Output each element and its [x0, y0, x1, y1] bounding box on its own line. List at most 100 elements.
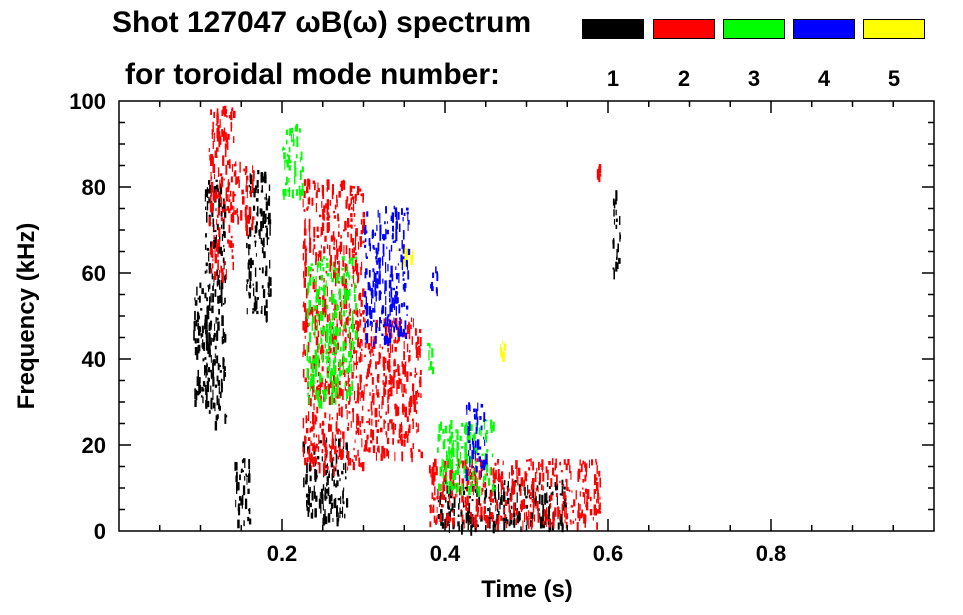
mode-1-mark — [468, 496, 471, 499]
mode-2-mark — [243, 168, 246, 172]
mode-3-mark — [474, 445, 477, 452]
mode-2-mark — [345, 404, 347, 409]
mode-2-mark — [342, 295, 344, 300]
mode-2-mark — [360, 229, 364, 235]
y-tick-label: 100 — [69, 89, 106, 114]
mode-1-mark — [217, 295, 220, 304]
mode-3-mark — [333, 360, 335, 367]
mode-1-mark — [615, 224, 618, 229]
mode-2-mark — [332, 347, 335, 354]
mode-2-mark — [363, 316, 365, 323]
mode-2-mark — [334, 247, 336, 251]
mode-2-mark — [217, 239, 221, 248]
mode-1-mark — [555, 486, 558, 491]
mode-4-mark — [400, 254, 403, 263]
mode-2-mark — [393, 369, 396, 378]
mode-4-mark — [388, 291, 390, 298]
mode-3-mark — [338, 290, 342, 300]
mode-2-mark — [529, 496, 532, 500]
mode-4-mark — [397, 273, 400, 276]
mode-1-mark — [313, 491, 316, 499]
mode-2-mark — [228, 159, 231, 168]
mode-2-mark — [222, 155, 225, 166]
mode-3-mark — [484, 473, 487, 481]
mode-2-mark — [363, 429, 366, 433]
mode-2-mark — [466, 488, 468, 491]
mode-2-mark — [314, 448, 317, 452]
mode-3-mark — [335, 343, 338, 353]
mode-2-mark — [367, 409, 370, 412]
mode-2-mark — [321, 428, 324, 435]
mode-2-mark — [321, 185, 324, 193]
mode-3-mark — [351, 258, 354, 266]
mode-3-mark — [331, 321, 334, 327]
mode-1-mark — [207, 377, 209, 386]
mode-1-mark — [489, 507, 491, 517]
mode-2-mark — [354, 252, 357, 256]
mode-1-mark — [557, 522, 560, 530]
mode-2-mark — [233, 163, 236, 167]
mode-3-mark — [311, 363, 313, 373]
mode-1-mark — [315, 495, 318, 502]
mode-2-mark — [339, 183, 341, 187]
mode-1-mark — [208, 263, 211, 274]
mode-1-mark — [333, 479, 335, 487]
mode-2-mark — [314, 289, 316, 293]
mode-2-mark — [599, 510, 602, 514]
mode-2-mark — [344, 278, 347, 283]
mode-3-mark — [460, 486, 463, 496]
mode-1-mark — [467, 520, 469, 530]
mode-2-mark — [355, 258, 358, 262]
mode-1-mark — [324, 487, 327, 495]
mode-2-mark — [311, 197, 314, 206]
mode-1-mark — [338, 512, 340, 522]
mode-1-mark — [343, 487, 345, 492]
mode-2-mark — [218, 191, 220, 198]
mode-2-mark — [354, 439, 356, 444]
mode-4-mark — [395, 306, 397, 316]
mode-4-mark — [392, 232, 394, 237]
mode-3-mark — [321, 299, 325, 307]
mode-1-mark — [614, 199, 617, 205]
mode-3-mark — [468, 432, 472, 435]
mode-1-mark — [202, 381, 206, 386]
mode-3-mark — [318, 401, 321, 409]
mode-2-mark — [388, 364, 391, 373]
mode-3-mark — [346, 368, 348, 374]
mode-2-mark — [316, 406, 319, 414]
mode-2-mark — [318, 359, 321, 364]
mode-3-mark — [348, 360, 351, 368]
mode-2-mark — [323, 246, 326, 254]
mode-2-mark — [398, 377, 400, 381]
mode-3-mark — [296, 189, 298, 196]
mode-2-mark — [305, 316, 308, 325]
mode-3-mark — [334, 392, 337, 398]
mode-1-mark — [254, 267, 257, 277]
mode-2-mark — [302, 245, 305, 249]
mode-2-mark — [353, 391, 356, 395]
mode-1-mark — [498, 491, 500, 500]
mode-1-mark — [561, 479, 564, 486]
mode-3-mark — [328, 322, 331, 333]
mode-2-mark — [350, 218, 353, 222]
mode-1-mark — [333, 499, 337, 509]
mode-2-mark — [566, 479, 568, 487]
mode-4-mark — [474, 440, 477, 448]
mode-1-mark — [321, 456, 323, 462]
mode-3-mark — [299, 156, 301, 163]
mode-2-mark — [309, 421, 312, 424]
mode-2-mark — [565, 478, 567, 483]
mode-1-mark — [317, 456, 320, 460]
mode-2-mark — [359, 324, 361, 328]
mode-1-mark — [201, 325, 204, 334]
mode-2-mark — [415, 327, 417, 333]
mode-2-mark — [593, 489, 595, 499]
mode-2-mark — [323, 383, 325, 391]
mode-1-mark — [212, 285, 214, 291]
mode-2-mark — [330, 348, 332, 354]
mode-2-mark — [383, 419, 385, 429]
mode-1-mark — [619, 234, 621, 240]
mode-1-mark — [337, 498, 340, 501]
mode-1-mark — [536, 485, 539, 491]
mode-2-mark — [210, 172, 212, 181]
